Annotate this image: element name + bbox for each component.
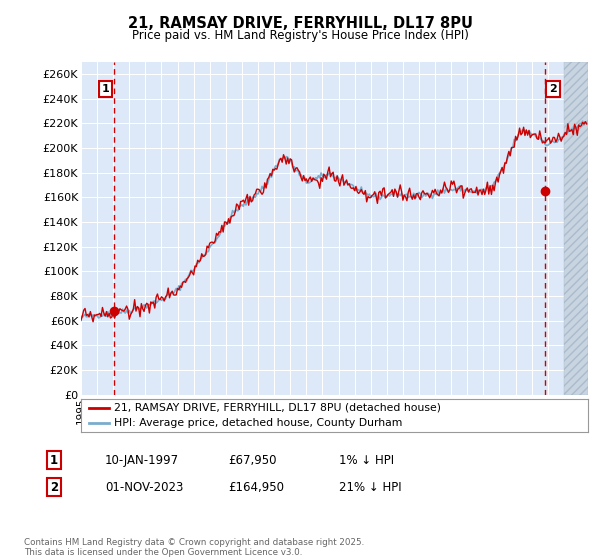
Text: 01-NOV-2023: 01-NOV-2023 <box>105 480 184 494</box>
Text: £164,950: £164,950 <box>228 480 284 494</box>
Text: £67,950: £67,950 <box>228 454 277 467</box>
Bar <box>564 62 588 395</box>
Text: 1% ↓ HPI: 1% ↓ HPI <box>339 454 394 467</box>
Text: 21, RAMSAY DRIVE, FERRYHILL, DL17 8PU (detached house): 21, RAMSAY DRIVE, FERRYHILL, DL17 8PU (d… <box>114 403 441 413</box>
Text: 21% ↓ HPI: 21% ↓ HPI <box>339 480 401 494</box>
Text: HPI: Average price, detached house, County Durham: HPI: Average price, detached house, Coun… <box>114 418 403 428</box>
Text: 1: 1 <box>50 454 58 467</box>
Text: 10-JAN-1997: 10-JAN-1997 <box>105 454 179 467</box>
Text: Price paid vs. HM Land Registry's House Price Index (HPI): Price paid vs. HM Land Registry's House … <box>131 29 469 42</box>
Text: 1: 1 <box>102 84 110 94</box>
Text: 2: 2 <box>50 480 58 494</box>
Text: Contains HM Land Registry data © Crown copyright and database right 2025.
This d: Contains HM Land Registry data © Crown c… <box>24 538 364 557</box>
Text: 21, RAMSAY DRIVE, FERRYHILL, DL17 8PU: 21, RAMSAY DRIVE, FERRYHILL, DL17 8PU <box>128 16 473 31</box>
Bar <box>564 62 588 395</box>
Text: 2: 2 <box>549 84 557 94</box>
